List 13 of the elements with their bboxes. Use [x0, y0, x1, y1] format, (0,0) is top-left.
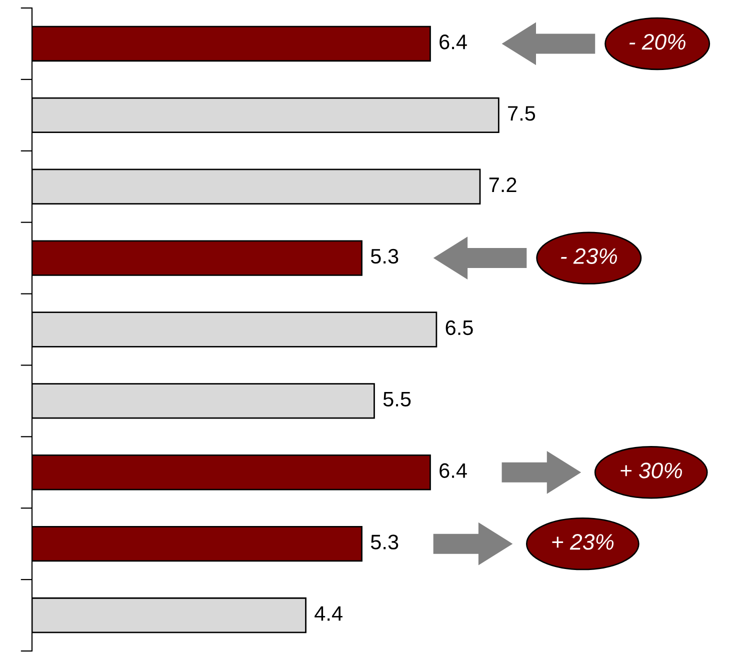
text: + 30% — [620, 462, 682, 478]
text: + 23% — [552, 534, 614, 550]
data-label: 5.3 — [370, 248, 398, 264]
text: - 20% — [629, 34, 686, 50]
text: - 23% — [561, 248, 617, 264]
data-label: 5.3 — [370, 534, 398, 550]
data-label: 7.2 — [489, 177, 516, 192]
data-label: 6.4 — [440, 34, 467, 50]
data-label: 5.5 — [383, 392, 411, 407]
data-label: 6.5 — [446, 320, 473, 336]
data-label: 4.4 — [314, 606, 342, 621]
data-label: 6.4 — [440, 463, 467, 478]
data-label: 7.5 — [508, 106, 536, 121]
